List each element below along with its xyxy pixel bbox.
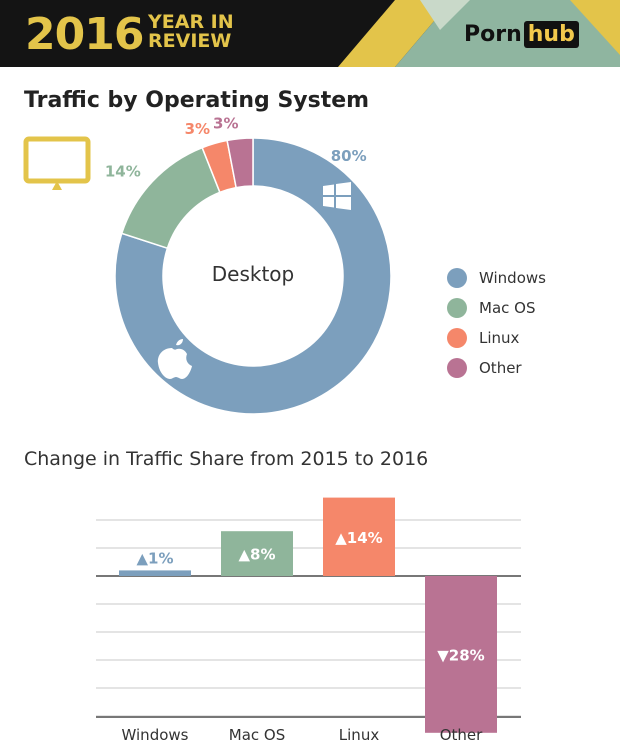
legend-swatch-other bbox=[447, 358, 467, 378]
donut-slice-other bbox=[226, 137, 254, 189]
bar-category-label: Other bbox=[440, 726, 483, 744]
legend-swatch-linux bbox=[447, 328, 467, 348]
bar-value-labels: ▲1% ▲8% ▲14% ▼28% bbox=[136, 529, 484, 665]
header-stripe-corner bbox=[570, 0, 620, 55]
bar-value-label: ▼28% bbox=[437, 646, 484, 664]
donut-label-windows: 80% bbox=[331, 147, 367, 165]
year-text: 2016 bbox=[25, 9, 144, 60]
legend-swatch-windows bbox=[447, 268, 467, 288]
donut-label-linux: 3% bbox=[185, 120, 210, 138]
logo-text: Porn bbox=[464, 22, 522, 47]
header-stripe-light bbox=[420, 0, 470, 30]
bar-category-label: Mac OS bbox=[229, 726, 285, 744]
legend-label-windows: Windows bbox=[479, 269, 546, 287]
legend: Windows Mac OS Linux Other bbox=[447, 268, 546, 378]
legend-label-other: Other bbox=[479, 359, 522, 377]
header-banner: 2016 YEAR IN REVIEW Porn hub bbox=[0, 0, 620, 67]
bar-category-label: Windows bbox=[122, 726, 189, 744]
donut-chart bbox=[114, 137, 392, 415]
year-in-label: YEAR IN bbox=[148, 11, 234, 33]
bar-windows bbox=[119, 570, 191, 576]
bar-value-label: ▲14% bbox=[335, 529, 382, 547]
legend-label-mac-os: Mac OS bbox=[479, 299, 535, 317]
year-in-review-text: YEAR IN REVIEW bbox=[148, 13, 234, 51]
site-logo: Porn hub bbox=[464, 21, 579, 48]
windows-logo-icon bbox=[323, 182, 351, 210]
donut-label-mac-os: 14% bbox=[105, 163, 141, 181]
donut-center-label: Desktop bbox=[212, 262, 294, 286]
legend-swatch-mac-os bbox=[447, 298, 467, 318]
bar-mac-os bbox=[221, 531, 293, 576]
bar-category-label: Linux bbox=[339, 726, 380, 744]
donut-label-other: 3% bbox=[213, 115, 238, 133]
legend-label-linux: Linux bbox=[479, 329, 520, 347]
header-background bbox=[0, 0, 620, 67]
donut-labels: 80% 14% 3% 3% bbox=[105, 115, 367, 181]
review-label: REVIEW bbox=[148, 30, 232, 52]
bar-chart-title: Change in Traffic Share from 2015 to 201… bbox=[24, 448, 428, 470]
bar-value-label: ▲8% bbox=[238, 546, 275, 564]
bar-linux bbox=[323, 497, 395, 576]
header-stripe-gold bbox=[338, 0, 452, 67]
apple-logo-icon bbox=[157, 339, 192, 379]
bar-other bbox=[425, 576, 497, 733]
bar-category-labels: Windows Mac OS Linux Other bbox=[122, 726, 484, 744]
monitor-icon bbox=[23, 136, 91, 190]
logo-badge: hub bbox=[523, 21, 579, 48]
bar-value-label: ▲1% bbox=[136, 549, 173, 567]
bar-chart bbox=[119, 497, 497, 733]
donut-slice-windows bbox=[114, 137, 392, 415]
page-title: Traffic by Operating System bbox=[24, 88, 370, 113]
